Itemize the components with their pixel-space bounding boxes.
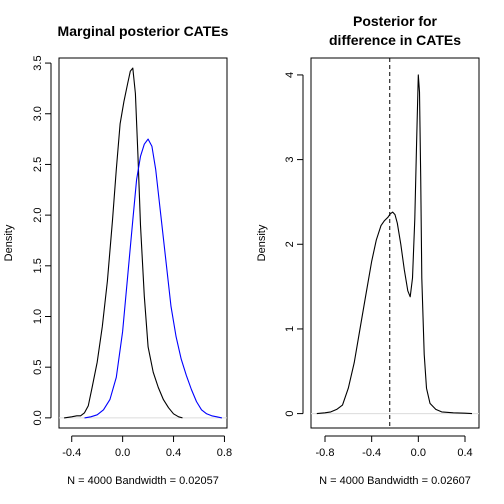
plot-frame [58,57,228,429]
x-tick-label: 0.4 [166,447,181,459]
density-line-1 [84,138,223,419]
y-tick-label: 1.5 [32,258,44,273]
y-tick-label: 2.0 [32,207,44,222]
panel-right: -0.8 -0.4 0.0 0.4 0 1 2 3 4 Posterior for differen… [256,13,480,487]
density-line-0 [316,74,473,415]
chart-title: difference in CATEs [329,32,461,48]
x-tick-label: -0.4 [362,447,381,459]
density-line-0 [64,67,183,419]
y-tick-label: 0.0 [32,410,44,425]
y-tick-label: 1.0 [32,309,44,324]
y-tick-label: 0.5 [32,360,44,375]
y-tick-label: 2 [284,241,296,247]
x-tick-label: -0.4 [62,447,81,459]
y-tick-label: 0 [284,411,296,417]
y-tick-label: 3.0 [32,106,44,121]
x-tick-label: 0.0 [411,447,426,459]
y-tick-label: 3 [284,157,296,163]
y-axis-label: Density [256,224,268,261]
y-tick-label: 3.5 [32,55,44,70]
x-axis-label: N = 4000 Bandwidth = 0.02607 [319,475,471,487]
x-tick-label: 0.8 [217,447,232,459]
y-tick-label: 1 [284,326,296,332]
chart-title: Posterior for [353,13,438,29]
plot-frame [310,57,480,429]
x-tick-label: 0.4 [457,447,472,459]
x-axis-label: N = 4000 Bandwidth = 0.02057 [67,475,219,487]
y-axis-label: Density [3,224,15,261]
x-tick-label: -0.8 [316,447,335,459]
chart-title: Marginal posterior CATEs [58,23,229,39]
panel-left: -0.4 0.0 0.4 0.8 0.0 0.5 1.0 1.5 2.0 2.5 3.0 3.5 Mar… [3,23,232,487]
y-tick-label: 4 [284,72,296,78]
y-tick-label: 2.5 [32,157,44,172]
x-tick-label: 0.0 [115,447,130,459]
